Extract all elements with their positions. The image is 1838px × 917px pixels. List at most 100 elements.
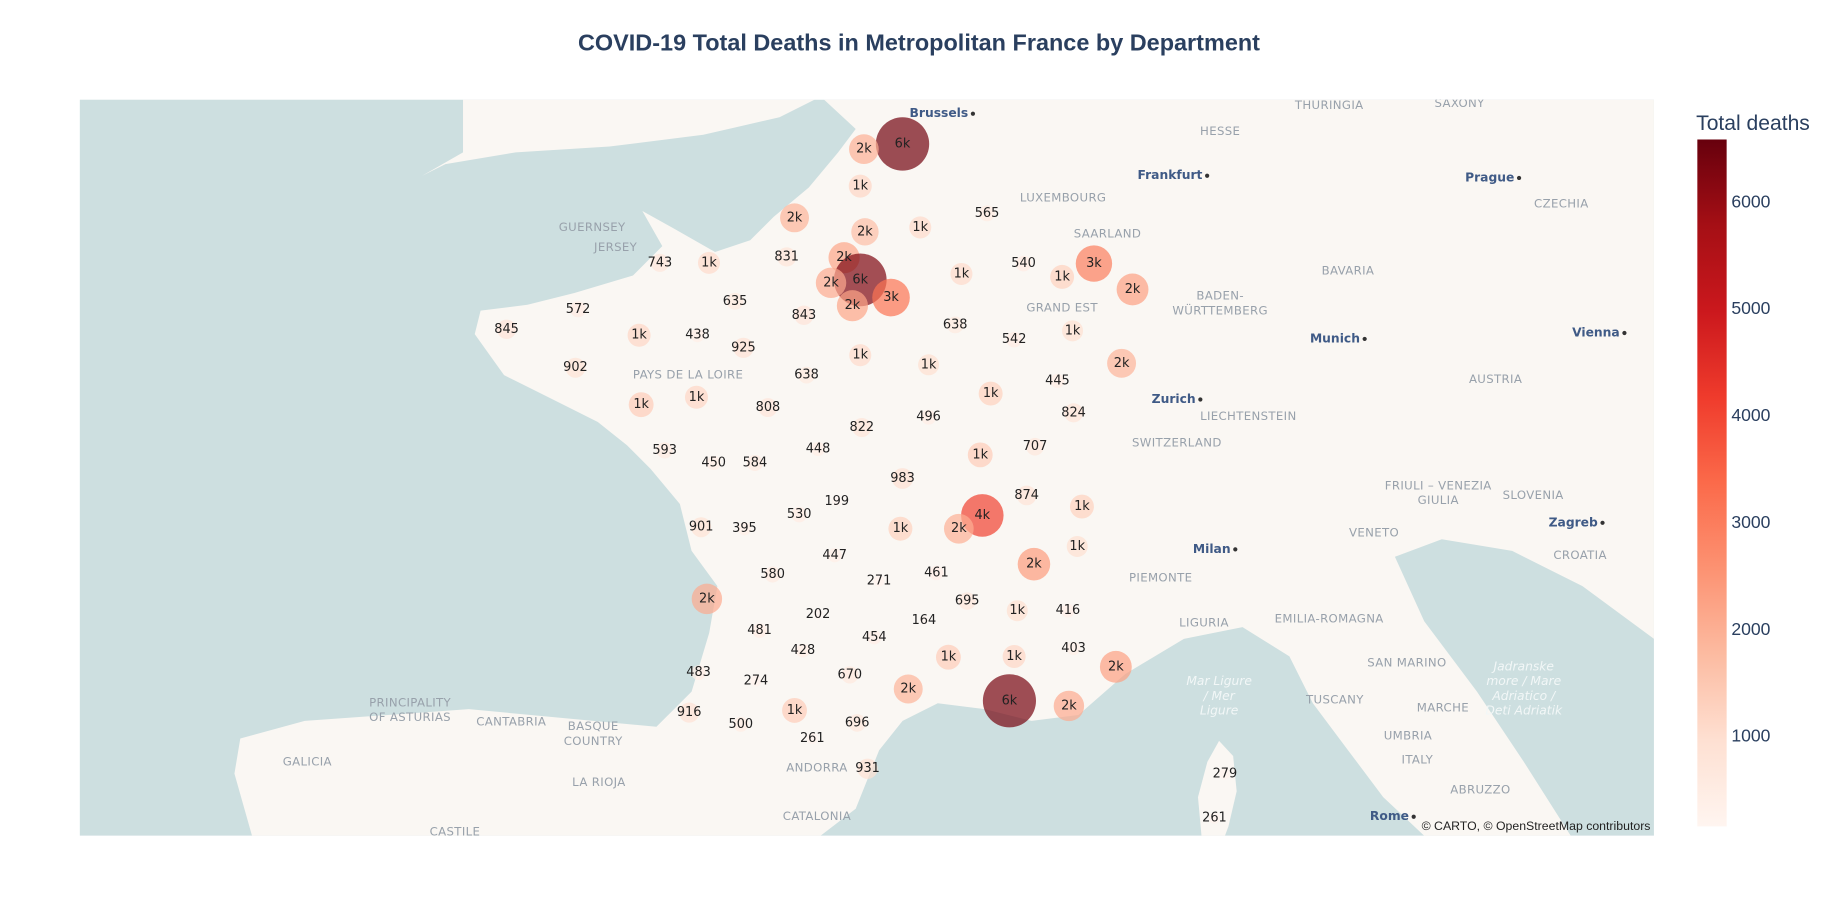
city-dot [1362,336,1367,342]
bubble-label: 983 [890,471,915,486]
region-label: BAVARIA [1322,263,1375,277]
city-dot [1411,814,1416,819]
region-label: THURINGIA [1294,98,1364,112]
region-label: BASQUE [568,719,619,733]
bubble-label: 1k [1009,603,1025,618]
region-label: CROATIA [1553,548,1607,562]
bubble [733,716,749,732]
bubble [848,174,872,198]
bubble-label: 403 [1061,641,1086,656]
region-label: SAARLAND [1074,227,1142,241]
region-label: SAXONY [1434,96,1485,110]
bubble [815,267,847,299]
city-label: Milan [1193,542,1231,556]
bubble-label: 824 [1061,405,1086,420]
sea-label: Deti Adriatik [1485,703,1563,717]
bubble-label: 831 [774,249,799,264]
land [234,99,1654,836]
colorbar-ticks: 1000 2000 3000 4000 5000 6000 [1731,191,1770,746]
bubble [946,316,964,334]
bubble-label: 445 [1045,374,1070,389]
bubble [1006,600,1028,622]
bubble [1116,273,1149,306]
bubble-label: 481 [747,623,772,638]
bubble [650,253,669,272]
bubble-label: 279 [1213,766,1238,781]
bubble [943,513,974,544]
bubble [1219,768,1231,780]
bubble-label: 743 [648,255,673,270]
bubble [746,454,763,472]
bubble [1006,331,1022,348]
bubble [1075,245,1113,282]
bubble [758,398,778,418]
bubble-label: 461 [924,566,949,581]
region-label: UMBRIA [1384,729,1432,743]
bubble-label: 901 [689,520,714,535]
bubble [737,522,752,536]
bubble-label: 638 [943,317,968,332]
bubble-label: 500 [729,717,754,732]
bubble [684,385,708,409]
bubble [691,583,723,615]
bubble-label: 1k [912,220,928,235]
sea-label: Ligure [1200,704,1239,718]
region-label: TUSCANY [1305,693,1364,707]
city-dot [1600,520,1605,525]
bubble [697,251,720,274]
bubble-label: 447 [822,548,847,563]
bubble-label: 1k [921,357,937,372]
city-label: Munich [1310,331,1360,345]
bubble-label: 1k [787,703,803,718]
bubble-label: 2k [787,210,803,225]
bubble [752,623,767,638]
region-label: CZECHIA [1534,196,1589,210]
colorbar [1697,139,1727,827]
bubble-label: 843 [792,308,817,323]
bubble-label: 635 [723,294,748,309]
colorbar-tick-label: 4000 [1731,405,1770,425]
bubble-label: 931 [855,761,880,776]
bubble-label: 164 [912,613,937,628]
bubble [1062,320,1084,342]
bubble-label: 4k [974,508,990,523]
bubble-label: 261 [1202,811,1227,826]
bubble [929,565,944,581]
bubble [1064,403,1084,423]
bubble [656,442,673,459]
bubble-label: 450 [701,456,726,471]
city-label: Prague [1465,170,1514,184]
bubble [1061,603,1075,618]
colorbar-tick-label: 3000 [1731,512,1770,532]
bubble-label: 274 [744,673,769,688]
bubble-label: 1k [893,521,909,536]
bubble [627,323,651,347]
bubble [777,247,797,267]
bubble-label: 1k [954,266,970,281]
bubble [798,366,815,384]
bubble-label: 1k [941,650,957,665]
bubble-label: 925 [731,340,756,355]
bubble [1066,641,1081,656]
bubble [782,697,807,723]
colorbar-tick-label: 2000 [1731,619,1770,639]
bubble-label: 695 [955,594,980,609]
region-label: COUNTRY [564,734,623,748]
bubble [806,733,818,744]
sea-label: Adriatico / [1491,689,1557,703]
bubble-label: 822 [850,420,875,435]
bubble [849,134,879,164]
colorbar-tick-label: 1000 [1731,726,1770,746]
bubble [1099,650,1132,683]
bubble [750,675,762,687]
bubble [628,392,654,418]
bubble-label: 1k [633,397,649,412]
bubble-label: 808 [756,400,781,415]
bubble-label: 1k [1054,269,1070,284]
bubble-label: 2k [951,521,967,536]
region-label: LIGURIA [1179,616,1229,630]
bubble [958,592,976,610]
bubble [867,630,882,645]
